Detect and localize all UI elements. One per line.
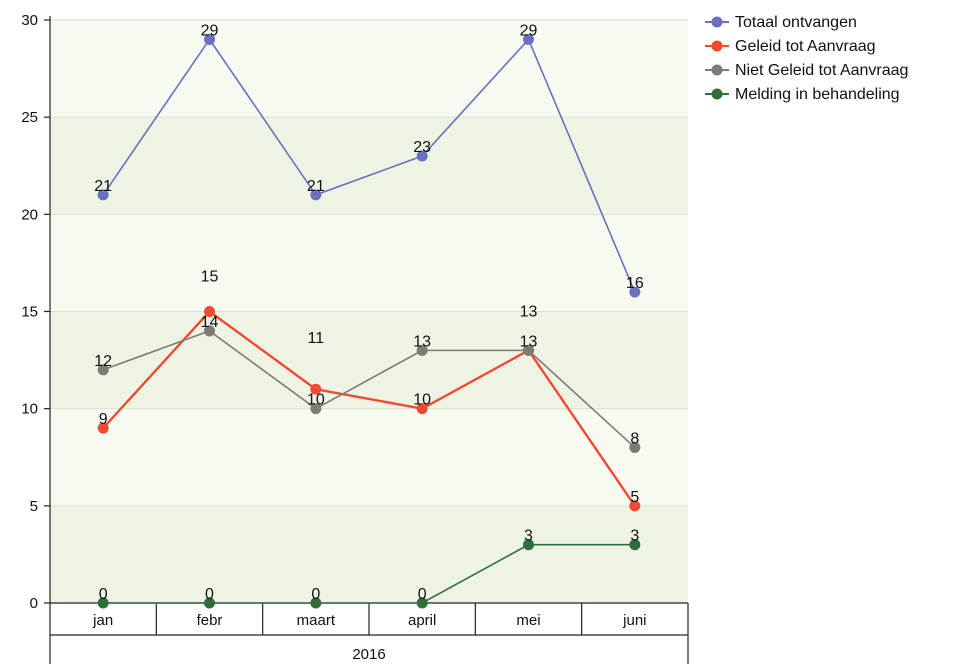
data-point [310,189,322,201]
data-point [97,189,109,201]
data-label: 13 [413,333,431,350]
plot-band [50,311,688,409]
y-tick-label: 15 [21,304,38,321]
y-tick-label: 20 [21,206,38,223]
y-tick-label: 5 [30,498,38,515]
series-line-0 [102,37,636,293]
x-category-label: mei [516,612,540,629]
series-line-1 [102,309,636,507]
legend-swatch-marker [711,16,723,28]
data-label: 15 [201,269,219,286]
data-point [523,539,534,551]
legend-swatch-marker [711,40,723,52]
data-label: 29 [520,22,538,39]
data-label: 13 [520,303,538,320]
data-point [97,364,109,376]
y-tick-label: 25 [21,109,38,126]
data-point [629,286,641,298]
data-label: 16 [626,275,644,292]
x-group-label: 2016 [352,646,385,663]
data-point [204,33,215,45]
series-line-2 [102,330,636,449]
y-tick-label: 10 [21,401,38,418]
series-lines [102,37,636,604]
legend-swatch-marker [711,64,723,76]
legend-swatch-marker [711,88,723,100]
plot-band [50,214,688,312]
data-label: 29 [201,22,219,39]
data-label: 12 [94,353,112,370]
data-point [629,500,641,512]
data-label: 10 [413,392,431,409]
data-label: 11 [308,330,325,347]
y-tick-label: 0 [30,595,38,612]
data-label: 13 [520,333,538,350]
data-point [629,539,641,551]
data-label: 8 [630,431,639,448]
data-point [204,306,215,317]
plot-band [50,20,688,118]
plot-band [50,408,688,506]
data-label: 10 [307,392,325,409]
legend: Totaal ontvangen Geleid tot Aanvraag Niet … [705,14,908,103]
data-label: 14 [201,314,219,331]
data-point [97,597,109,609]
data-point [204,597,215,609]
x-category-label: jan [92,612,113,629]
data-point [523,344,534,356]
data-label: 3 [630,528,639,545]
data-point [416,597,428,609]
x-category-label: april [408,612,436,629]
data-point [416,403,428,415]
data-label: 0 [205,586,214,603]
series-line-3 [103,543,635,604]
x-axis-categories: jan febr maart april mei juni 2016 [50,603,689,664]
data-label: 9 [99,411,108,428]
data-label: 0 [311,586,320,603]
y-tick-label: 30 [21,12,38,29]
data-point [629,442,641,454]
data-point [523,33,534,45]
legend-label: Geleid tot Aanvraag [735,38,876,55]
x-category-label: juni [622,612,646,629]
plot-background [50,20,688,603]
plot-band [50,505,688,603]
x-category-label: febr [197,612,223,629]
data-point [204,325,215,337]
data-label: 21 [307,178,325,195]
data-label: 5 [630,489,639,506]
data-label: 3 [524,528,533,545]
data-label: 0 [99,586,108,603]
y-axis-ticks: 0 5 10 15 20 25 30 [21,12,50,612]
legend-label: Melding in behandeling [735,86,900,103]
x-category-label: maart [297,612,336,629]
data-label: 0 [418,586,427,603]
data-label: 23 [413,139,431,156]
data-point [416,150,428,162]
series-points [97,33,641,609]
data-label: 21 [94,178,112,195]
data-point [310,383,322,395]
data-labels: 21 29 21 23 29 16 9 15 11 10 13 5 12 14 10 13 13 8 0 0 0 0 3 3 [94,22,644,603]
legend-label: Niet Geleid tot Aanvraag [735,62,908,79]
legend-label: Totaal ontvangen [735,14,857,31]
data-point [416,344,428,356]
data-point [310,403,322,415]
data-point [310,597,322,609]
data-point [97,422,109,434]
